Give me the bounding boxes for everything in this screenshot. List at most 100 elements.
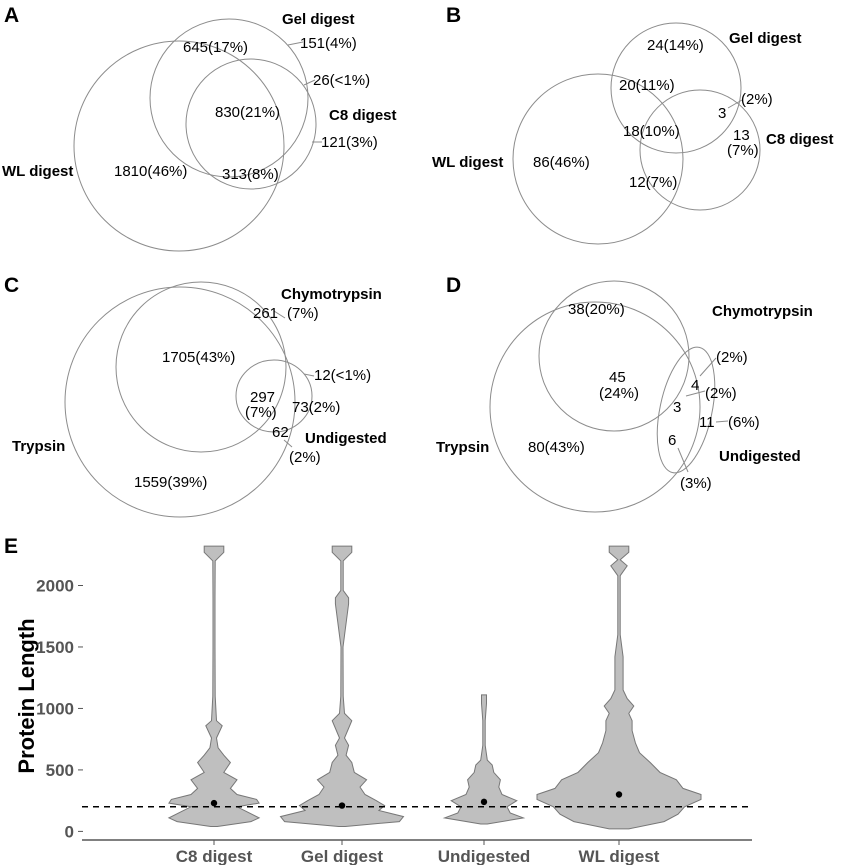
venn-c-undigested-ellipse <box>235 359 313 433</box>
panel-e-letter: E <box>4 535 18 558</box>
venn-a-region-label: 313(8%) <box>222 166 279 183</box>
venn-b-gel-circle <box>610 22 742 154</box>
venn-c-region-label: 73(2%) <box>292 399 340 416</box>
panel-c-letter: C <box>4 274 19 297</box>
venn-b-region-label: 18(10%) <box>623 123 680 140</box>
venn-b-set-gel: Gel digest <box>729 30 802 47</box>
venn-c-set-undigested: Undigested <box>305 430 387 447</box>
median-point <box>210 799 218 807</box>
panel-e: E Protein Length 0 500 1000 1500 2000 C8 dig… <box>4 535 752 865</box>
venn-c-region-label: (2%) <box>289 449 321 466</box>
panel-b: B Gel digest C8 digest WL digest 24(14%)… <box>432 4 834 245</box>
venn-c-region-label: 297 <box>250 389 275 406</box>
venn-d-region-label: 45 <box>609 369 626 386</box>
panel-a-letter: A <box>4 4 19 27</box>
venn-d-set-trypsin: Trypsin <box>436 439 489 456</box>
panel-b-letter: B <box>446 4 461 27</box>
median-point <box>615 791 623 798</box>
venn-c-chymotrypsin-circle <box>115 281 287 453</box>
median-points <box>210 791 623 809</box>
y-axis-ticks: 0 500 1000 1500 2000 <box>36 576 83 841</box>
venn-c-region-label: 1705(43%) <box>162 349 235 366</box>
venn-b-region-label: 3 <box>718 105 726 122</box>
y-tick-label: 2000 <box>36 576 74 595</box>
venn-c-leader-2 <box>303 373 315 377</box>
venn-a-region-label: 26(<1%) <box>313 72 370 89</box>
venn-d-leader-2 <box>685 390 706 397</box>
venn-a-gel-circle <box>149 18 309 178</box>
venn-a-c8-circle <box>185 58 317 190</box>
venn-d-undigested-ellipse <box>656 346 716 474</box>
venn-a-region-label: 830(21%) <box>215 104 280 121</box>
venn-a-set-wl: WL digest <box>2 163 73 180</box>
y-tick-label: 500 <box>46 761 74 780</box>
venn-d-region-label: (2%) <box>716 349 748 366</box>
venn-a-set-c8: C8 digest <box>329 107 397 124</box>
x-axis-categories: C8 digest Gel digest Undigested WL digest <box>176 840 660 865</box>
venn-c-region-label: 12(<1%) <box>314 367 371 384</box>
venn-b-set-c8: C8 digest <box>766 131 834 148</box>
violin-wl-digest <box>536 545 702 830</box>
violin-gel-digest <box>279 545 405 827</box>
violin-undigested <box>442 694 526 825</box>
venn-d-trypsin-circle <box>489 301 701 513</box>
venn-b-region-label: 24(14%) <box>647 37 704 54</box>
venn-d-region-label: 11 <box>699 414 715 431</box>
venn-b-set-wl: WL digest <box>432 154 503 171</box>
venn-c-region-label: (7%) <box>287 305 319 322</box>
venn-d-leader-1 <box>699 357 717 377</box>
y-tick-label: 1500 <box>36 638 74 657</box>
venn-c-leader-1 <box>273 310 286 319</box>
venn-b-region-label: (7%) <box>727 142 759 159</box>
y-tick-label: 1000 <box>36 699 74 718</box>
venn-b-region-label: (2%) <box>741 91 773 108</box>
x-category-label: C8 digest <box>176 847 253 865</box>
venn-c-region-label: (7%) <box>245 404 277 421</box>
panel-d-letter: D <box>446 274 461 297</box>
venn-c-set-chymotrypsin: Chymotrypsin <box>281 286 382 303</box>
venn-d-region-label: 3 <box>673 399 681 416</box>
x-category-label: WL digest <box>579 847 660 865</box>
panel-d: D Chymotrypsin Undigested Trypsin 38(20%… <box>436 274 813 513</box>
venn-a-region-label: 121(3%) <box>321 134 378 151</box>
venn-b-region-label: 20(11%) <box>619 77 675 94</box>
y-tick-label: 0 <box>65 822 74 841</box>
y-axis-title: Protein Length <box>14 618 39 773</box>
venn-b-leader-1 <box>727 99 743 109</box>
venn-a-region-label: 645(17%) <box>183 39 248 56</box>
venn-c-region-label: 1559(39%) <box>134 474 207 491</box>
venn-b-region-label: 12(7%) <box>629 174 677 191</box>
venn-b-wl-circle <box>512 73 684 245</box>
venn-b-c8-circle <box>639 89 761 211</box>
venn-c-trypsin-circle <box>64 286 296 518</box>
venn-a-region-label: 1810(46%) <box>114 163 187 180</box>
x-category-label: Gel digest <box>301 847 384 865</box>
venn-a-wl-circle <box>73 40 285 252</box>
venn-a-leader-1 <box>287 41 304 46</box>
violin-group <box>167 545 702 830</box>
panel-a: A Gel digest C8 digest WL digest 645(17%… <box>2 4 397 252</box>
venn-d-set-chymotrypsin: Chymotrypsin <box>712 303 813 320</box>
panel-c: C Chymotrypsin Undigested Trypsin 261 (7… <box>4 274 387 518</box>
venn-d-region-label: 80(43%) <box>528 439 585 456</box>
venn-d-region-label: (2%) <box>705 385 737 402</box>
venn-b-region-label: 13 <box>733 127 750 144</box>
venn-d-region-label: (24%) <box>599 385 639 402</box>
venn-c-region-label: 261 <box>253 305 278 322</box>
venn-c-region-label: 62 <box>272 424 289 441</box>
median-point <box>338 802 346 809</box>
venn-d-region-label: (3%) <box>680 475 712 492</box>
venn-d-region-label: 6 <box>668 432 676 449</box>
x-category-label: Undigested <box>438 847 531 865</box>
venn-a-set-gel: Gel digest <box>282 11 355 28</box>
venn-a-leader-2 <box>303 79 316 86</box>
venn-d-chymotrypsin-circle <box>538 280 690 432</box>
venn-a-region-label: 151(4%) <box>300 35 357 52</box>
venn-c-leader-3 <box>283 439 293 448</box>
venn-d-leader-4 <box>677 447 689 473</box>
venn-d-region-label: (6%) <box>728 414 760 431</box>
violin-c8-digest <box>167 545 261 827</box>
venn-d-region-label: 38(20%) <box>568 301 625 318</box>
venn-d-leader-3 <box>715 420 729 423</box>
